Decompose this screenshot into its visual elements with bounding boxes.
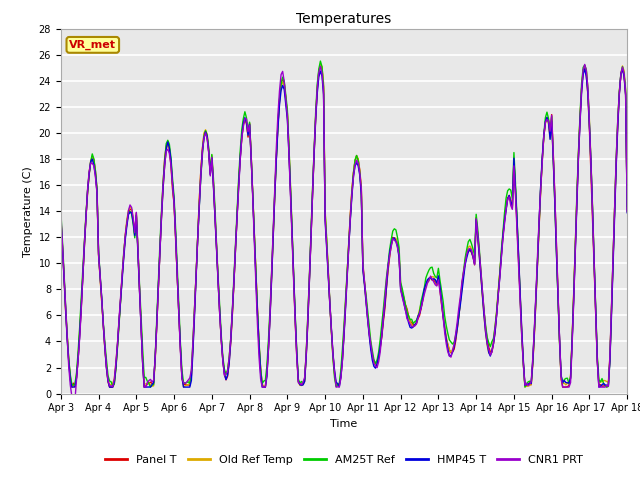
HMP45 T — [581, 66, 589, 72]
HMP45 T — [623, 210, 631, 216]
CNR1 PRT — [74, 358, 82, 363]
HMP45 T — [74, 356, 82, 362]
AM25T Ref — [414, 313, 422, 319]
HMP45 T — [400, 300, 408, 305]
CNR1 PRT — [413, 321, 420, 327]
Line: CNR1 PRT: CNR1 PRT — [61, 64, 627, 400]
Panel T — [164, 140, 172, 145]
Old Ref Temp — [557, 376, 565, 382]
Old Ref Temp — [383, 281, 390, 287]
Legend: Panel T, Old Ref Temp, AM25T Ref, HMP45 T, CNR1 PRT: Panel T, Old Ref Temp, AM25T Ref, HMP45 … — [100, 450, 588, 469]
Line: AM25T Ref: AM25T Ref — [61, 61, 627, 387]
CNR1 PRT — [71, 397, 79, 403]
Panel T — [71, 384, 79, 390]
Panel T — [57, 213, 65, 219]
Old Ref Temp — [414, 313, 422, 319]
CNR1 PRT — [400, 300, 408, 306]
Panel T — [383, 285, 390, 291]
CNR1 PRT — [57, 210, 65, 216]
X-axis label: Time: Time — [330, 419, 358, 429]
Panel T — [74, 357, 82, 362]
HMP45 T — [556, 336, 563, 342]
Panel T — [623, 209, 631, 215]
CNR1 PRT — [381, 297, 388, 302]
Panel T — [557, 376, 565, 382]
HMP45 T — [413, 320, 420, 326]
Line: Old Ref Temp: Old Ref Temp — [61, 65, 627, 387]
AM25T Ref — [164, 137, 172, 143]
AM25T Ref — [401, 301, 409, 307]
HMP45 T — [381, 301, 388, 307]
Panel T — [317, 62, 324, 68]
HMP45 T — [68, 384, 76, 390]
Text: VR_met: VR_met — [69, 40, 116, 50]
HMP45 T — [57, 216, 65, 221]
AM25T Ref — [147, 384, 154, 390]
Old Ref Temp — [74, 353, 82, 359]
Old Ref Temp — [317, 62, 324, 68]
CNR1 PRT — [623, 207, 631, 213]
Title: Temperatures: Temperatures — [296, 12, 392, 26]
Old Ref Temp — [401, 302, 409, 308]
AM25T Ref — [73, 370, 81, 376]
HMP45 T — [164, 139, 172, 145]
AM25T Ref — [57, 206, 65, 212]
Old Ref Temp — [57, 214, 65, 220]
Line: HMP45 T: HMP45 T — [61, 69, 627, 387]
Panel T — [401, 301, 409, 307]
AM25T Ref — [317, 58, 324, 64]
Old Ref Temp — [623, 204, 631, 209]
AM25T Ref — [383, 274, 390, 280]
Old Ref Temp — [164, 142, 172, 147]
Panel T — [414, 316, 422, 322]
AM25T Ref — [623, 204, 631, 209]
CNR1 PRT — [164, 146, 172, 152]
CNR1 PRT — [581, 61, 589, 67]
Line: Panel T: Panel T — [61, 65, 627, 387]
AM25T Ref — [557, 372, 565, 378]
CNR1 PRT — [556, 336, 563, 342]
Old Ref Temp — [68, 384, 76, 390]
Y-axis label: Temperature (C): Temperature (C) — [23, 166, 33, 257]
